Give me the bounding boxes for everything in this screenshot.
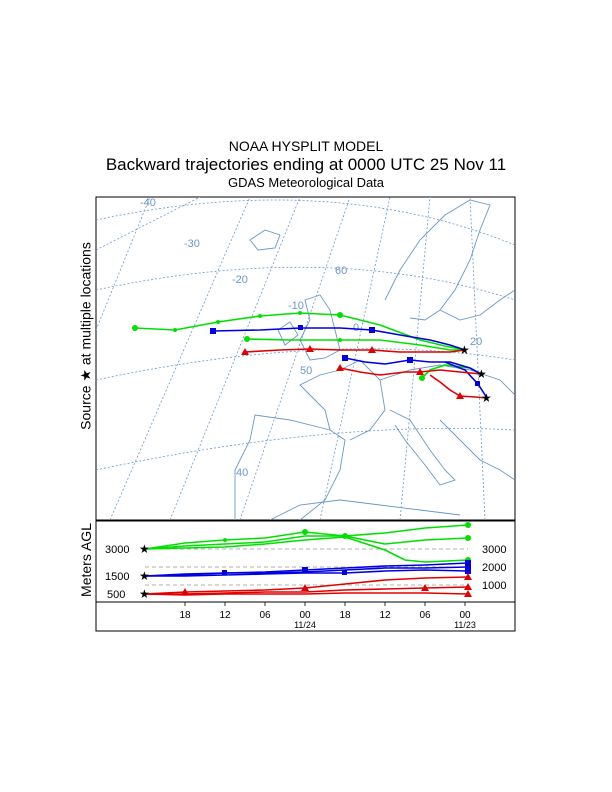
time-axis-frame <box>95 601 516 632</box>
time-tick-label: 12 <box>219 610 231 621</box>
star-icon: ★ <box>459 343 470 357</box>
lat-label: 50 <box>300 365 312 377</box>
lon-label: -20 <box>232 274 248 286</box>
height-labels: 3000 1500 500 3000 2000 1000 <box>105 544 506 601</box>
height-markers <box>181 522 472 597</box>
map-markers <box>132 311 480 399</box>
graticule-lines <box>96 197 515 520</box>
left-height-label: 500 <box>107 589 125 601</box>
time-tick-label: 12 <box>379 610 391 621</box>
trajectory-blue-3 <box>444 361 488 399</box>
data-source-label: GDAS Meteorological Data <box>227 175 385 190</box>
trajectory-blue-2 <box>344 357 482 375</box>
lon-label: 0 <box>353 322 359 334</box>
time-tick-label: 18 <box>339 610 351 621</box>
right-height-label: 1000 <box>482 580 506 592</box>
time-tick-label: 00 <box>459 610 471 621</box>
right-height-label: 3000 <box>482 544 506 556</box>
time-tick-labels: 18 12 06 00 18 12 06 00 11/24 11/23 <box>179 610 475 630</box>
lon-label: -10 <box>288 300 304 312</box>
star-icon: ★ <box>139 587 150 601</box>
trajectory-green-2 <box>246 338 465 351</box>
lat-label: 60 <box>335 265 347 277</box>
graticule-labels: -40 -30 -20 -10 0 60 50 40 20 <box>140 197 482 479</box>
trajectory-green-1 <box>134 312 466 351</box>
date-label: 11/24 <box>294 620 316 630</box>
source-stars: ★ ★ ★ <box>459 343 492 405</box>
red-markers <box>241 345 464 399</box>
model-title: NOAA HYSPLIT MODEL <box>228 138 384 154</box>
star-icon: ★ <box>139 569 150 583</box>
map-trajectories <box>134 312 488 399</box>
left-height-label: 3000 <box>105 544 129 556</box>
chart-subtitle: Backward trajectories ending at 0000 UTC… <box>105 155 507 174</box>
time-tick-label: 00 <box>299 610 311 621</box>
height-source-stars: ★ ★ ★ <box>139 542 150 601</box>
star-icon: ★ <box>481 391 492 405</box>
star-icon: ★ <box>139 542 150 556</box>
time-tick-label: 18 <box>179 610 191 621</box>
lon-label: -30 <box>184 238 200 250</box>
trajectory-red-3 <box>429 374 488 399</box>
left-height-label: 1500 <box>105 571 129 583</box>
lon-label: -40 <box>140 197 156 209</box>
star-icon: ★ <box>476 367 487 381</box>
blue-markers <box>210 325 480 386</box>
time-tick-label: 06 <box>419 610 431 621</box>
trajectory-red-2 <box>339 367 482 376</box>
time-tick-marks <box>184 602 466 606</box>
date-label: 11/23 <box>454 620 476 630</box>
map-frame <box>95 196 516 521</box>
time-tick-label: 06 <box>259 610 271 621</box>
lon-label: 20 <box>470 336 482 348</box>
lat-label: 40 <box>236 467 248 479</box>
green-markers <box>132 311 425 381</box>
right-height-label: 2000 <box>482 562 506 574</box>
